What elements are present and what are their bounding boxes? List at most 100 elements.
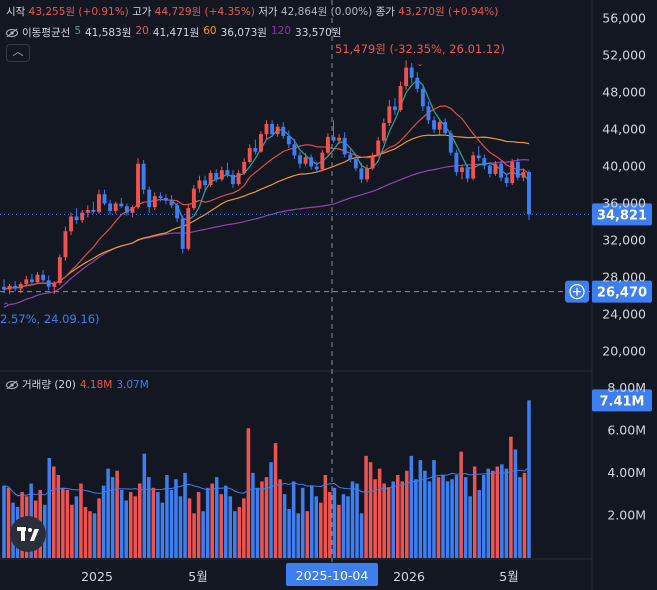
- volume-bar: [242, 498, 246, 558]
- candle-body: [191, 188, 196, 209]
- volume-bar: [205, 487, 210, 558]
- volume-bar: [414, 479, 418, 558]
- volume-bar: [432, 460, 436, 558]
- volume-bar: [110, 477, 115, 558]
- volume-bar: [436, 477, 441, 558]
- visibility-icon[interactable]: [6, 380, 18, 390]
- volume-bar: [219, 494, 224, 558]
- volume-bar: [97, 498, 101, 558]
- candle-body: [393, 106, 397, 111]
- volume-bar: [314, 496, 319, 558]
- volume-bar: [282, 494, 287, 558]
- volume-bar: [364, 455, 368, 558]
- ma-legend-period: 5: [74, 25, 81, 37]
- volume-bar: [409, 455, 414, 558]
- high-change: (+4.35%): [204, 6, 255, 18]
- volume-tick-label: 2.00M: [607, 507, 646, 522]
- candle-body: [465, 167, 470, 179]
- volume-bar: [418, 460, 423, 558]
- candle-body: [130, 207, 135, 213]
- candle-body: [258, 134, 263, 152]
- candle-body: [236, 172, 241, 185]
- candle-body: [41, 274, 46, 281]
- volume-bar: [246, 428, 251, 558]
- volume-bar: [405, 470, 409, 558]
- volume-bar: [346, 496, 350, 558]
- candle-body: [124, 206, 129, 213]
- ma-legend: 이동평균선 5 41,583원 20 41,471원 60 36,073원 120 33,57…: [6, 25, 341, 40]
- volume-bar: [328, 492, 332, 558]
- ma-legend-items: 5 41,583원 20 41,471원 60 36,073원 120 33,570원: [74, 25, 341, 40]
- crosshair-date-label: 2025-10-04: [296, 568, 369, 583]
- volume-bar: [133, 496, 138, 558]
- candle-body: [314, 166, 319, 170]
- candle-body: [487, 165, 492, 174]
- candle-body: [35, 274, 40, 283]
- candle-body: [482, 158, 487, 166]
- volume-bar: [101, 485, 106, 558]
- volume-bar: [427, 481, 432, 558]
- volume-bar: [119, 489, 124, 558]
- ma-legend-value: 33,570원: [295, 27, 342, 39]
- volume-bar: [224, 485, 228, 558]
- time-tick-label: 2025: [81, 569, 113, 584]
- plus-circle-icon: [569, 284, 585, 300]
- volume-bar: [201, 511, 205, 558]
- volume-bar: [486, 468, 491, 558]
- volume-bar: [468, 496, 472, 558]
- volume-legend-title: 거래량 (20): [22, 379, 76, 391]
- candle-body: [325, 136, 330, 153]
- ma-legend-title: 이동평균선: [22, 27, 71, 39]
- candle-body: [203, 180, 208, 185]
- volume-bar: [160, 502, 165, 558]
- volume-bar: [350, 481, 355, 558]
- volume-bar: [386, 487, 391, 558]
- volume-bar: [305, 511, 309, 558]
- volume-bar: [495, 466, 500, 558]
- volume-bar: [309, 485, 314, 558]
- candle-body: [46, 280, 51, 287]
- candlestick-series: [2, 60, 531, 295]
- collapse-legend-button[interactable]: ︿: [6, 44, 30, 62]
- price-tick-label: 52,000: [602, 48, 646, 63]
- candle-body: [214, 172, 219, 180]
- add-alert-button[interactable]: [565, 280, 589, 303]
- visibility-icon[interactable]: [6, 28, 18, 38]
- candle-body: [57, 257, 62, 284]
- volume-bar: [128, 492, 133, 558]
- candle-body: [231, 174, 235, 185]
- volume-bar: [251, 472, 255, 558]
- volume-bar: [368, 462, 373, 558]
- candle-body: [18, 283, 23, 289]
- candle-body: [96, 194, 101, 212]
- close-value: 43,270원: [398, 6, 445, 18]
- candle-body: [169, 200, 174, 206]
- price-tick-label: 44,000: [602, 122, 646, 137]
- candle-body: [454, 152, 459, 173]
- volume-bar: [264, 477, 269, 558]
- volume-bar: [300, 487, 305, 558]
- high-marker: ⌄: [417, 59, 424, 68]
- chart-axes: 56,000 52,000 48,000 44,000 40,000 36,000 32,0…: [81, 11, 646, 585]
- candle-body: [91, 209, 96, 212]
- candle-body: [29, 279, 34, 283]
- volume-bar: [74, 496, 79, 558]
- candle-body: [471, 155, 476, 179]
- price-tick-label: 48,000: [602, 85, 646, 100]
- candle-body: [69, 216, 73, 232]
- candle-body: [504, 177, 509, 184]
- candle-body: [247, 148, 252, 162]
- volume-tick-label: 4.00M: [607, 465, 646, 480]
- candle-body: [521, 172, 526, 178]
- volume-bar: [6, 487, 11, 558]
- price-tick-label: 24,000: [602, 307, 646, 322]
- ma-legend-period: 20: [135, 25, 149, 37]
- volume-bar: [500, 464, 504, 558]
- ma60-line: [3, 134, 530, 291]
- volume-bar: [527, 400, 531, 558]
- candle-body: [219, 170, 224, 180]
- candle-body: [208, 172, 213, 185]
- candle-body: [158, 196, 163, 198]
